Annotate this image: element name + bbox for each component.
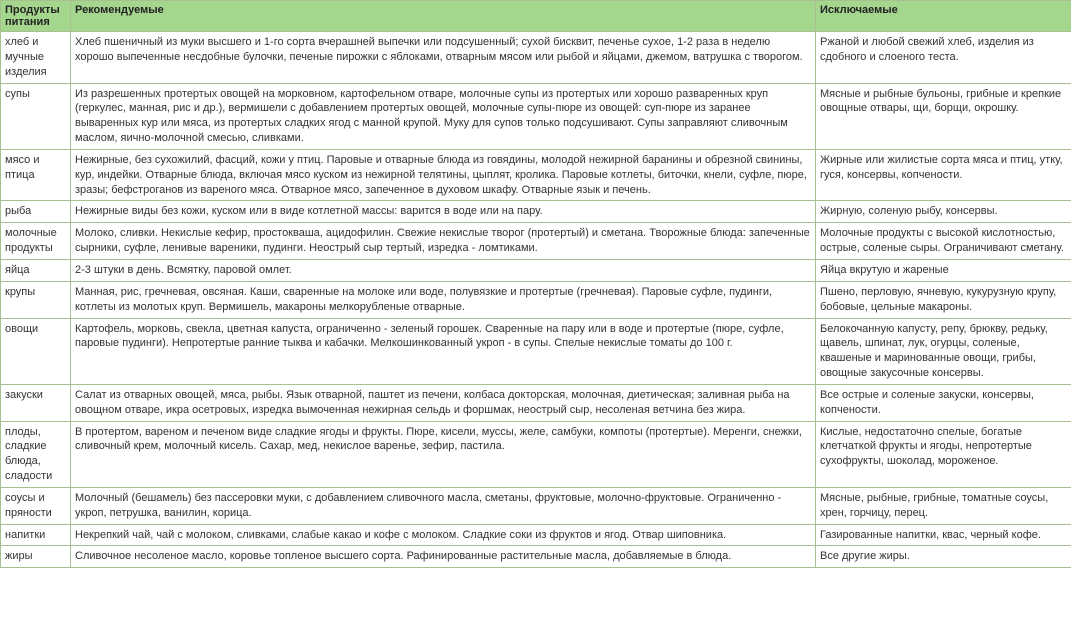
cell-excluded: Ржаной и любой свежий хлеб, изделия из с… xyxy=(816,32,1071,84)
cell-excluded: Все острые и соленые закуски, консервы, … xyxy=(816,384,1071,421)
cell-product: мясо и птица xyxy=(1,149,71,201)
cell-recommended: 2-3 штуки в день. Всмятку, паровой омлет… xyxy=(71,259,816,281)
cell-product: крупы xyxy=(1,281,71,318)
cell-excluded: Мясные, рыбные, грибные, томатные соусы,… xyxy=(816,487,1071,524)
cell-excluded: Жирные или жилистые сорта мяса и птиц, у… xyxy=(816,149,1071,201)
cell-product: супы xyxy=(1,83,71,149)
cell-product: яйца xyxy=(1,259,71,281)
diet-table: Продукты питания Рекомендуемые Исключаем… xyxy=(0,0,1071,568)
cell-product: соусы и пряности xyxy=(1,487,71,524)
cell-excluded: Кислые, недостаточно спелые, богатые кле… xyxy=(816,421,1071,487)
cell-recommended: Из разрешенных протертых овощей на морко… xyxy=(71,83,816,149)
cell-excluded: Мясные и рыбные бульоны, грибные и крепк… xyxy=(816,83,1071,149)
cell-product: рыба xyxy=(1,201,71,223)
table-row: мясо и птицаНежирные, без сухожилий, фас… xyxy=(1,149,1071,201)
cell-recommended: Нежирные виды без кожи, куском или в вид… xyxy=(71,201,816,223)
table-row: хлеб и мучные изделияХлеб пшеничный из м… xyxy=(1,32,1071,84)
cell-excluded: Яйца вкрутую и жареные xyxy=(816,259,1071,281)
cell-recommended: Картофель, морковь, свекла, цветная капу… xyxy=(71,318,816,384)
table-row: рыбаНежирные виды без кожи, куском или в… xyxy=(1,201,1071,223)
cell-product: напитки xyxy=(1,524,71,546)
cell-excluded: Белокочанную капусту, репу, брюкву, редь… xyxy=(816,318,1071,384)
cell-product: жиры xyxy=(1,546,71,568)
cell-product: плоды, сладкие блюда, сладости xyxy=(1,421,71,487)
cell-recommended: Молоко, сливки. Некислые кефир, простокв… xyxy=(71,223,816,260)
cell-recommended: Салат из отварных овощей, мяса, рыбы. Яз… xyxy=(71,384,816,421)
table-row: крупыМанная, рис, гречневая, овсяная. Ка… xyxy=(1,281,1071,318)
cell-product: закуски xyxy=(1,384,71,421)
cell-product: молочные продукты xyxy=(1,223,71,260)
cell-excluded: Пшено, перловую, ячневую, кукурузную кру… xyxy=(816,281,1071,318)
cell-recommended: Манная, рис, гречневая, овсяная. Каши, с… xyxy=(71,281,816,318)
cell-recommended: Молочный (бешамель) без пассеровки муки,… xyxy=(71,487,816,524)
table-row: соусы и пряностиМолочный (бешамель) без … xyxy=(1,487,1071,524)
col-header-products: Продукты питания xyxy=(1,1,71,32)
table-row: плоды, сладкие блюда, сладостиВ протерто… xyxy=(1,421,1071,487)
table-row: яйца2-3 штуки в день. Всмятку, паровой о… xyxy=(1,259,1071,281)
cell-excluded: Все другие жиры. xyxy=(816,546,1071,568)
cell-excluded: Газированные напитки, квас, черный кофе. xyxy=(816,524,1071,546)
table-row: напиткиНекрепкий чай, чай с молоком, сли… xyxy=(1,524,1071,546)
col-header-recommended: Рекомендуемые xyxy=(71,1,816,32)
table-row: супыИз разрешенных протертых овощей на м… xyxy=(1,83,1071,149)
cell-recommended: Сливочное несоленое масло, коровье топле… xyxy=(71,546,816,568)
header-row: Продукты питания Рекомендуемые Исключаем… xyxy=(1,1,1071,32)
table-row: жирыСливочное несоленое масло, коровье т… xyxy=(1,546,1071,568)
cell-excluded: Жирную, соленую рыбу, консервы. xyxy=(816,201,1071,223)
cell-product: овощи xyxy=(1,318,71,384)
table-row: молочные продуктыМолоко, сливки. Некислы… xyxy=(1,223,1071,260)
cell-product: хлеб и мучные изделия xyxy=(1,32,71,84)
cell-recommended: Некрепкий чай, чай с молоком, сливками, … xyxy=(71,524,816,546)
table-row: овощиКартофель, морковь, свекла, цветная… xyxy=(1,318,1071,384)
cell-excluded: Молочные продукты с высокой кислотностью… xyxy=(816,223,1071,260)
table-body: хлеб и мучные изделияХлеб пшеничный из м… xyxy=(1,32,1071,568)
cell-recommended: Хлеб пшеничный из муки высшего и 1-го со… xyxy=(71,32,816,84)
table-row: закускиСалат из отварных овощей, мяса, р… xyxy=(1,384,1071,421)
col-header-excluded: Исключаемые xyxy=(816,1,1071,32)
cell-recommended: Нежирные, без сухожилий, фасций, кожи у … xyxy=(71,149,816,201)
cell-recommended: В протертом, вареном и печеном виде слад… xyxy=(71,421,816,487)
